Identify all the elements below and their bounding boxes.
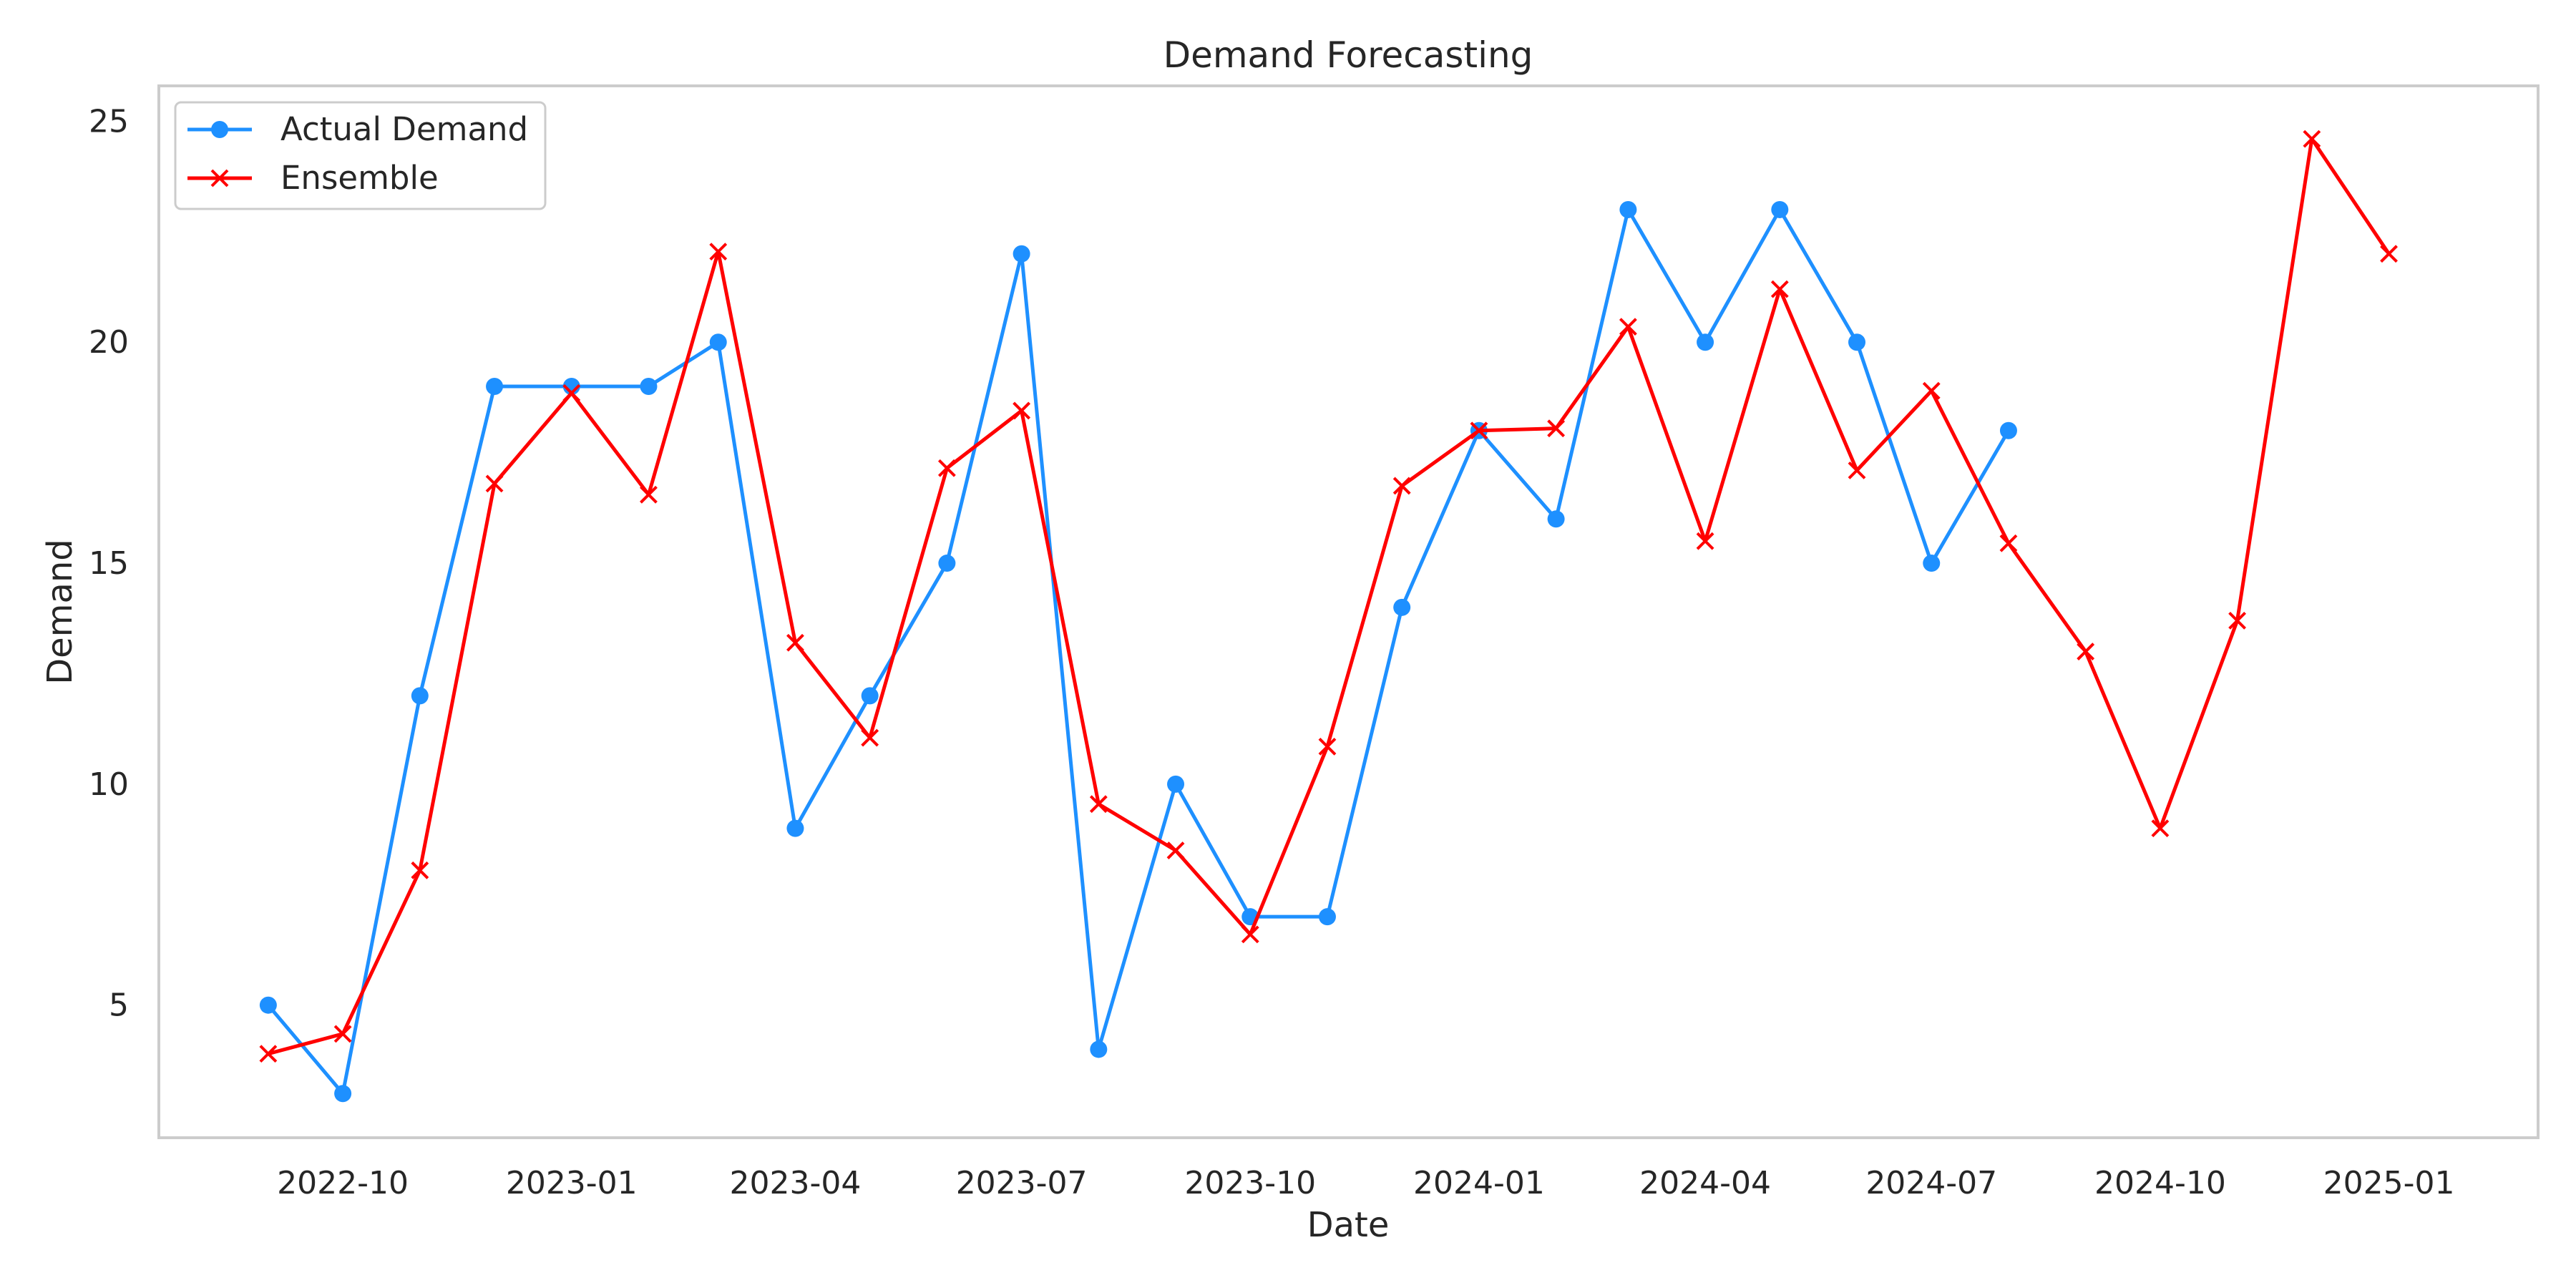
actual-demand-point <box>709 333 727 351</box>
x-tick-label: 2023-07 <box>956 1165 1088 1201</box>
y-tick-label: 10 <box>89 766 129 803</box>
actual-demand-point <box>640 378 658 395</box>
ensemble-point <box>1922 381 1941 400</box>
actual-demand-point <box>861 687 879 705</box>
x-tick-label: 2023-04 <box>730 1165 862 1201</box>
x-tick-label: 2022-10 <box>277 1165 409 1201</box>
ensemble-point <box>1619 318 1637 336</box>
legend-label: Actual Demand <box>280 110 528 148</box>
legend-marker <box>211 121 228 138</box>
legend-box <box>174 101 547 210</box>
ensemble-point <box>1013 401 1031 420</box>
actual-demand-point <box>1999 421 2017 439</box>
actual-demand-point <box>938 555 956 572</box>
ensemble-point <box>1318 737 1337 756</box>
legend-marker <box>210 169 229 187</box>
x-tick-label: 2024-07 <box>1865 1165 1997 1201</box>
legend-label: Ensemble <box>280 159 439 197</box>
ensemble-point <box>786 633 804 652</box>
ensemble-point <box>1089 795 1108 814</box>
ensemble-point <box>1999 534 2018 552</box>
ensemble-point <box>1392 477 1411 495</box>
plot-frame <box>157 84 2540 1139</box>
series-ensemble <box>259 130 2398 1063</box>
series-actual-demand <box>259 200 2017 1103</box>
actual-demand-point <box>1013 245 1030 263</box>
y-tick-label: 20 <box>89 324 129 361</box>
actual-demand-point <box>1923 555 1941 572</box>
x-tick-label: 2024-10 <box>2094 1165 2226 1201</box>
x-tick-label: 2025-01 <box>2323 1165 2455 1201</box>
actual-demand-point <box>1318 908 1336 926</box>
ensemble-point <box>640 485 658 504</box>
actual-demand-point <box>259 996 277 1014</box>
ensemble-point <box>411 861 429 879</box>
ensemble-point <box>333 1025 352 1043</box>
ensemble-point <box>2303 130 2321 148</box>
ensemble-point <box>562 384 581 402</box>
ensemble-point <box>2380 245 2398 263</box>
y-axis-ticks: 5 10 15 20 25 <box>89 103 129 1023</box>
chart-title: Demand Forecasting <box>1163 34 1533 76</box>
plot-content <box>259 130 2398 1103</box>
ensemble-point <box>1848 461 1866 479</box>
ensemble-point <box>485 474 504 493</box>
legend-entry-actual-demand: Actual Demand <box>187 110 528 148</box>
x-tick-label: 2024-01 <box>1413 1165 1545 1201</box>
ensemble-point <box>861 728 879 747</box>
ensemble-point <box>1547 419 1566 438</box>
legend: Actual Demand Ensemble <box>174 101 547 210</box>
y-tick-label: 15 <box>89 545 129 582</box>
x-tick-label: 2023-10 <box>1184 1165 1316 1201</box>
actual-demand-point <box>486 378 504 395</box>
actual-demand-point <box>786 819 804 837</box>
x-tick-label: 2023-01 <box>506 1165 638 1201</box>
actual-demand-point <box>1771 200 1789 218</box>
ensemble-point <box>1166 841 1185 859</box>
actual-demand-point <box>1619 200 1637 218</box>
actual-demand-point <box>1393 598 1411 616</box>
y-axis-title: Demand <box>40 539 80 685</box>
x-axis-ticks: 2022-10 2023-01 2023-04 2023-07 2023-10 2024-… <box>277 1165 2454 1201</box>
ensemble-point <box>259 1045 278 1063</box>
ensemble-point <box>709 243 728 261</box>
legend-entry-ensemble: Ensemble <box>187 159 439 197</box>
y-tick-label: 5 <box>109 987 129 1024</box>
ensemble-point <box>1241 925 1259 944</box>
actual-demand-line <box>266 208 2011 1096</box>
actual-demand-point <box>1090 1040 1108 1058</box>
actual-demand-point <box>411 687 429 705</box>
ensemble-point <box>2151 819 2170 838</box>
ensemble-point <box>937 459 956 477</box>
actual-demand-point <box>1547 510 1565 528</box>
ensemble-point <box>1696 532 1714 550</box>
actual-demand-point <box>334 1085 352 1103</box>
ensemble-point <box>2228 611 2247 630</box>
x-axis-title: Date <box>1307 1205 1390 1245</box>
actual-demand-point <box>1697 333 1714 351</box>
ensemble-point <box>1770 280 1789 298</box>
x-tick-label: 2024-04 <box>1639 1165 1771 1201</box>
y-tick-label: 25 <box>89 103 129 140</box>
ensemble-point <box>1470 421 1488 440</box>
actual-demand-point <box>1167 775 1185 793</box>
actual-demand-point <box>1848 333 1866 351</box>
ensemble-point <box>2077 643 2095 661</box>
